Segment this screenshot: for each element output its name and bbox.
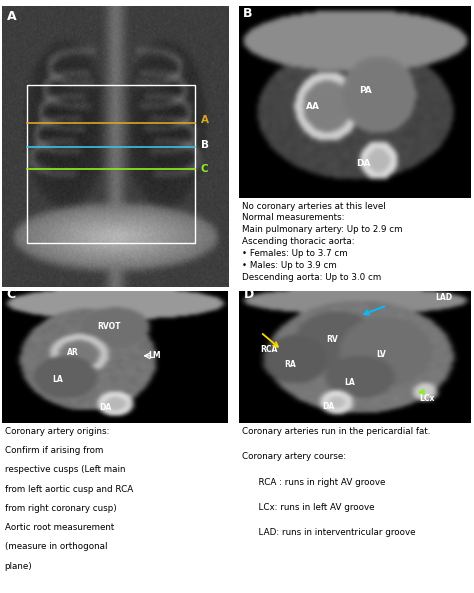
Text: No coronary arteries at this level: No coronary arteries at this level: [242, 202, 385, 211]
Text: from right coronary cusp): from right coronary cusp): [5, 504, 117, 513]
Text: RVOT: RVOT: [98, 321, 121, 331]
Bar: [27, 85, 195, 243]
Text: Descending aorta: Up to 3.0 cm: Descending aorta: Up to 3.0 cm: [242, 273, 381, 282]
Text: RCA: RCA: [260, 345, 278, 355]
Text: LAD: LAD: [436, 294, 453, 302]
Text: Confirm if arising from: Confirm if arising from: [5, 446, 103, 455]
Text: LCx: runs in left AV groove: LCx: runs in left AV groove: [242, 503, 374, 512]
Text: B: B: [201, 141, 209, 151]
Text: Coronary artery course:: Coronary artery course:: [242, 452, 346, 461]
Text: LV: LV: [376, 350, 386, 359]
Text: RCA : runs in right AV groove: RCA : runs in right AV groove: [242, 477, 385, 486]
Text: RV: RV: [327, 335, 338, 344]
Text: RA: RA: [284, 360, 296, 369]
Text: Normal measurements:: Normal measurements:: [242, 213, 344, 222]
Text: DA: DA: [322, 401, 334, 411]
Text: C: C: [7, 288, 16, 301]
Text: AR: AR: [66, 348, 78, 358]
Text: LM: LM: [148, 351, 161, 361]
Text: D: D: [244, 288, 254, 301]
Text: A: A: [201, 115, 209, 125]
Text: from left aortic cusp and RCA: from left aortic cusp and RCA: [5, 484, 133, 494]
Text: DA: DA: [99, 403, 111, 412]
Text: • Females: Up to 3.7 cm: • Females: Up to 3.7 cm: [242, 249, 347, 258]
Text: PA: PA: [359, 86, 372, 95]
Text: C: C: [201, 164, 208, 174]
Text: LA: LA: [344, 378, 355, 387]
Text: LAD: runs in interventricular groove: LAD: runs in interventricular groove: [242, 528, 415, 537]
Text: Coronary artery origins:: Coronary artery origins:: [5, 427, 109, 436]
Text: plane): plane): [5, 562, 32, 570]
Text: LCx: LCx: [419, 394, 435, 403]
Text: Ascending thoracic aorta:: Ascending thoracic aorta:: [242, 237, 355, 246]
Text: respective cusps (Left main: respective cusps (Left main: [5, 466, 125, 474]
Text: DA: DA: [356, 160, 371, 168]
Text: B: B: [243, 8, 253, 21]
Text: • Males: Up to 3.9 cm: • Males: Up to 3.9 cm: [242, 261, 337, 270]
Text: Coronary arteries run in the pericardial fat.: Coronary arteries run in the pericardial…: [242, 427, 430, 436]
Text: AA: AA: [306, 101, 320, 111]
Text: Aortic root measurement: Aortic root measurement: [5, 523, 114, 532]
Text: Main pulmonary artery: Up to 2.9 cm: Main pulmonary artery: Up to 2.9 cm: [242, 225, 402, 234]
Text: (measure in orthogonal: (measure in orthogonal: [5, 543, 107, 551]
Text: A: A: [7, 10, 17, 23]
Text: LA: LA: [53, 375, 64, 384]
